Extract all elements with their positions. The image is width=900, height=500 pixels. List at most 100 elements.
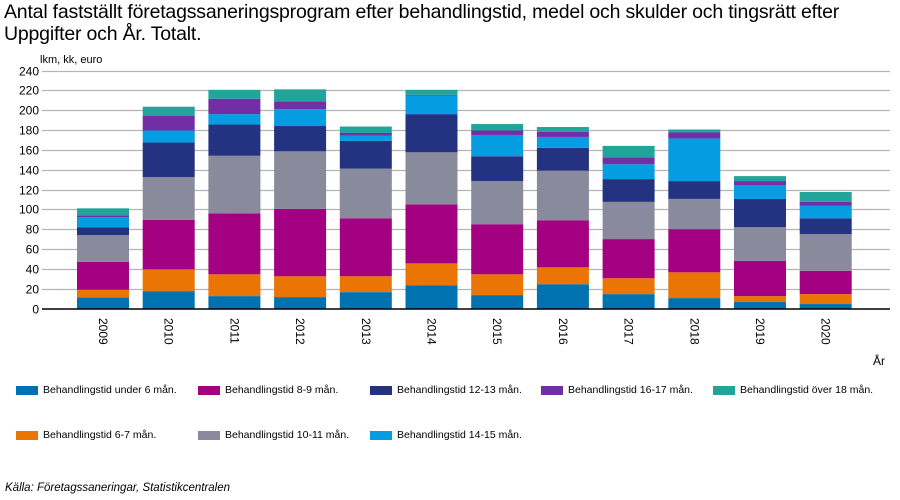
bar-segment: 2013 – Behandlingstid över 18 mån.: 6.5 — [339, 126, 392, 133]
bar-segment: 2013 – Behandlingstid 10-11 mån.: 50 — [339, 168, 392, 219]
bar-segment: 2009 – Behandlingstid 8-9 mån.: 28 — [77, 261, 129, 290]
y-tick-label: 240 — [19, 65, 39, 79]
bar-segment: 2020 – Behandlingstid 14-15 mån.: 12.5 — [799, 205, 852, 219]
bar-segment: 2012 – Behandlingstid 12-13 mån.: 25.5 — [274, 126, 327, 152]
bar-segment: 2016 – Behandlingstid över 18 mån.: 5 — [536, 127, 589, 132]
bar-segment: 2012 – Behandlingstid 14-15 mån.: 17 — [274, 109, 327, 127]
bar-segment: 2013 – Behandlingstid 8-9 mån.: 58.5 — [339, 218, 392, 277]
y-tick-label: 0 — [32, 303, 39, 317]
bar-segment: 2009 – Behandlingstid 6-7 mån.: 8 — [77, 289, 129, 298]
bar-segment: 2011 – Behandlingstid under 6 mån.: 12.5 — [208, 296, 261, 309]
bar-stack-2020: 2020 – Behandlingstid under 6 mån.: 4.52… — [799, 191, 852, 309]
y-tick-label: 20 — [26, 283, 40, 297]
bar-segment: 2019 – Behandlingstid 10-11 mån.: 34 — [734, 227, 786, 261]
bar-segment: 2019 – Behandlingstid över 18 mån.: 5 — [734, 176, 786, 182]
bar-segment: 2014 – Behandlingstid under 6 mån.: 23.5 — [405, 285, 458, 309]
y-tick-label: 140 — [19, 164, 39, 178]
legend-label: Behandlingstid 14-15 mån. — [397, 429, 522, 441]
bar-segment: 2018 – Behandlingstid 12-13 mån.: 18 — [668, 181, 721, 199]
bar-segment: 2018 – Behandlingstid 10-11 mån.: 30.5 — [668, 198, 721, 230]
legend-swatch — [713, 385, 735, 395]
bar-stack-2015: 2015 – Behandlingstid under 6 mån.: 13.5… — [471, 124, 524, 309]
y-tick-label: 160 — [19, 144, 39, 158]
bar-segment: 2016 – Behandlingstid 14-15 mån.: 11 — [536, 136, 589, 148]
bar-segment: 2011 – Behandlingstid 10-11 mån.: 58 — [208, 155, 261, 214]
bar-segment: 2010 – Behandlingstid 6-7 mån.: 22 — [142, 269, 195, 292]
legend-item[interactable]: Behandlingstid 16-17 mån. — [541, 384, 693, 396]
bar-segment: 2018 – Behandlingstid 14-15 mån.: 43 — [668, 138, 721, 182]
x-tick-label: 2015 — [490, 318, 504, 345]
bar-segment: 2016 – Behandlingstid 16-17 mån.: 5 — [536, 131, 589, 137]
bar-segment: 2015 – Behandlingstid 10-11 mån.: 43.5 — [471, 181, 524, 225]
legend-label: Behandlingstid 12-13 mån. — [397, 384, 522, 396]
bar-segment: 2015 – Behandlingstid under 6 mån.: 13.5 — [471, 295, 524, 309]
bar-segment: 2009 – Behandlingstid under 6 mån.: 11 — [77, 297, 129, 309]
legend-swatch — [16, 385, 38, 395]
bar-segment: 2013 – Behandlingstid 12-13 mån.: 28 — [339, 140, 392, 169]
x-tick-label: 2010 — [162, 318, 176, 345]
bar-stack-2016: 2016 – Behandlingstid under 6 mån.: 24.5… — [536, 127, 589, 309]
bar-segment: 2017 – Behandlingstid 6-7 mån.: 16 — [602, 278, 655, 295]
bar-segment: 2016 – Behandlingstid 6-7 mån.: 17 — [536, 267, 589, 285]
bar-segment: 2014 – Behandlingstid 6-7 mån.: 22 — [405, 263, 458, 286]
legend-item[interactable]: Behandlingstid över 18 mån. — [713, 384, 873, 396]
x-tick-label: 2019 — [753, 318, 767, 345]
bar-segment: 2011 – Behandlingstid 8-9 mån.: 61.5 — [208, 213, 261, 275]
bar-stack-2017: 2017 – Behandlingstid under 6 mån.: 14.5… — [602, 145, 655, 309]
x-tick-label: 2014 — [425, 318, 439, 345]
bar-segment: 2009 – Behandlingstid 10-11 mån.: 27 — [77, 235, 129, 262]
legend-swatch — [370, 430, 392, 440]
bar-segment: 2012 – Behandlingstid 8-9 mån.: 68 — [274, 208, 327, 277]
y-tick-label: 120 — [19, 184, 39, 198]
legend-item[interactable]: Behandlingstid 8-9 mån. — [198, 384, 338, 396]
bar-segment: 2020 – Behandlingstid 6-7 mån.: 10 — [799, 294, 852, 305]
x-tick-label: 2018 — [687, 318, 701, 345]
bar-segment: 2020 – Behandlingstid under 6 mån.: 4.5 — [799, 304, 852, 309]
bar-segment: 2010 – Behandlingstid 14-15 mån.: 12 — [142, 130, 195, 143]
x-axis-title: År — [873, 354, 885, 368]
x-tick-label: 2017 — [622, 318, 636, 345]
bar-segment: 2010 – Behandlingstid 12-13 mån.: 35 — [142, 142, 195, 178]
y-tick-label: 200 — [19, 104, 39, 118]
bar-stack-2009: 2009 – Behandlingstid under 6 mån.: 1120… — [77, 208, 129, 309]
bar-segment: 2009 – Behandlingstid över 18 mån.: 7 — [77, 208, 129, 216]
y-axis-unit-label: lkm, kk, euro — [40, 54, 103, 66]
bar-segment: 2011 – Behandlingstid 6-7 mån.: 22 — [208, 274, 261, 297]
bar-segment: 2018 – Behandlingstid 16-17 mån.: 6 — [668, 132, 721, 139]
bar-segment: 2015 – Behandlingstid 8-9 mån.: 50.5 — [471, 224, 524, 275]
bar-segment: 2020 – Behandlingstid 16-17 mån.: 4 — [799, 201, 852, 206]
y-tick-label: 60 — [26, 243, 40, 257]
legend-swatch — [198, 385, 220, 395]
y-axis-ticks: 0 20 40 60 80 100 120 140 160 180 200 220 240 — [19, 65, 39, 317]
legend-item[interactable]: Behandlingstid 10-11 mån. — [198, 429, 349, 441]
bar-stack-2013: 2013 – Behandlingstid under 6 mån.: 16.5… — [339, 126, 392, 309]
bar-segment: 2019 – Behandlingstid 6-7 mån.: 6 — [734, 296, 786, 303]
bar-segment: 2009 – Behandlingstid 16-17 mån.: 2 — [77, 215, 129, 218]
bar-stack-2018: 2018 – Behandlingstid under 6 mån.: 10.5… — [668, 129, 721, 309]
bar-segment: 2015 – Behandlingstid över 18 mån.: 6.5 — [471, 124, 524, 131]
bar-segment: 2012 – Behandlingstid 16-17 mån.: 8 — [274, 101, 327, 110]
legend-swatch — [198, 430, 220, 440]
legend-item[interactable]: Behandlingstid 6-7 mån. — [16, 429, 156, 441]
x-axis-ticks: 2009 2010 2011 2012 2013 2014 2015 2016 2017 2018… — [96, 318, 833, 345]
bar-segment: 2014 – Behandlingstid över 18 mån.: 5 — [405, 89, 458, 95]
bar-segment: 2013 – Behandlingstid 16-17 mån.: 2.5 — [339, 132, 392, 136]
bar-segment: 2017 – Behandlingstid 8-9 mån.: 39.5 — [602, 239, 655, 279]
bar-segment: 2009 – Behandlingstid 12-13 mån.: 8 — [77, 227, 129, 236]
bar-segment: 2013 – Behandlingstid under 6 mån.: 16.5 — [339, 292, 392, 309]
legend-item[interactable]: Behandlingstid 14-15 mån. — [370, 429, 522, 441]
bar-segment: 2010 – Behandlingstid 10-11 mån.: 43 — [142, 177, 195, 220]
chart-title: Antal fastställt företagssaneringsprogra… — [4, 1, 840, 45]
legend-item[interactable]: Behandlingstid under 6 mån. — [16, 384, 177, 396]
legend-label: Behandlingstid 16-17 mån. — [568, 384, 693, 396]
bar-segment: 2014 – Behandlingstid 12-13 mån.: 38.5 — [405, 114, 458, 153]
bar-segment: 2018 – Behandlingstid över 18 mån.: 3 — [668, 129, 721, 133]
legend-item[interactable]: Behandlingstid 12-13 mån. — [370, 384, 522, 396]
bar-segment: 2014 – Behandlingstid 16-17 mån.: 1 — [405, 94, 458, 96]
source-note: Källa: Företagssaneringar, Statistikcent… — [5, 482, 231, 494]
bar-segment: 2009 – Behandlingstid 14-15 mån.: 10 — [77, 217, 129, 228]
x-tick-label: 2012 — [293, 318, 307, 345]
legend-label: Behandlingstid 6-7 mån. — [43, 429, 157, 441]
